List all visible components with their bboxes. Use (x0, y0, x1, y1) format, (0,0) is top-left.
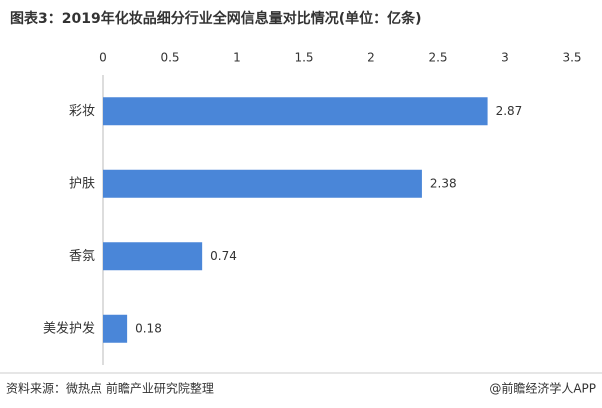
bar (103, 169, 422, 198)
x-tick-label: 1.5 (294, 51, 313, 65)
y-tick-label: 护肤 (69, 176, 95, 191)
x-tick-label: 3.5 (562, 51, 581, 65)
credit: @前瞻经济学人APP (489, 381, 596, 396)
x-tick-label: 1 (233, 51, 241, 65)
value-label: 2.38 (430, 176, 457, 190)
value-label: 2.87 (496, 104, 523, 118)
bar (103, 242, 203, 271)
value-label: 0.74 (210, 249, 237, 263)
y-tick-label: 香氛 (69, 249, 95, 264)
x-tick-label: 0 (99, 51, 107, 65)
source-note: 资料来源：微热点 前瞻产业研究院整理 (6, 381, 214, 396)
bar (103, 314, 128, 343)
y-tick-label: 彩妆 (69, 104, 95, 119)
x-tick-label: 2.5 (428, 51, 447, 65)
bar (103, 97, 488, 126)
x-tick-label: 0.5 (160, 51, 179, 65)
x-tick-label: 2 (367, 51, 375, 65)
y-tick-label: 美发护发 (43, 320, 95, 336)
chart-title: 图表3：2019年化妆品细分行业全网信息量对比情况(单位：亿条) (10, 10, 422, 27)
x-tick-label: 3 (501, 51, 509, 65)
value-label: 0.18 (135, 321, 162, 335)
